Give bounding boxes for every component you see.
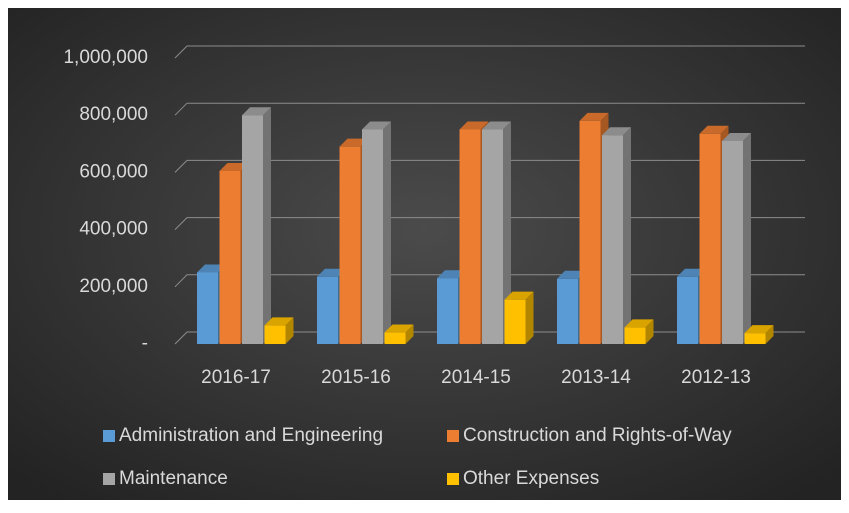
bar-top xyxy=(459,121,489,130)
bar xyxy=(722,140,743,344)
x-tick-label: 2012-13 xyxy=(681,367,751,388)
legend-label: Administration and Engineering xyxy=(119,425,383,446)
bar xyxy=(219,170,241,344)
bar-top xyxy=(384,324,414,333)
bar xyxy=(362,129,383,344)
bar-top xyxy=(557,270,586,279)
bar xyxy=(744,333,766,344)
bar xyxy=(339,146,361,344)
bar-top xyxy=(197,264,226,273)
bar-top xyxy=(579,112,609,121)
x-tick-label: 2013-14 xyxy=(561,367,631,388)
bar xyxy=(437,278,458,344)
bar-side xyxy=(765,325,774,344)
bar-side xyxy=(645,319,654,344)
legend-swatch xyxy=(447,473,459,485)
bar-side xyxy=(263,107,271,344)
y-tick-label: 600,000 xyxy=(79,161,148,182)
legend-label: Construction and Rights-of-Way xyxy=(463,425,732,446)
bar-top xyxy=(677,268,706,277)
legend-label: Other Expenses xyxy=(463,468,599,489)
bar-top xyxy=(482,121,511,130)
bar-top xyxy=(744,325,774,334)
y-tick-label: 400,000 xyxy=(79,219,148,240)
bar-top xyxy=(219,162,249,171)
bar-top xyxy=(317,268,346,277)
bar-side xyxy=(285,317,294,344)
bar xyxy=(264,325,286,344)
bar-top xyxy=(264,317,294,326)
bar-side xyxy=(525,291,534,344)
bar xyxy=(557,278,578,344)
bar xyxy=(699,133,721,344)
bar-top xyxy=(504,291,534,300)
bar xyxy=(602,135,623,344)
x-tick-label: 2016-17 xyxy=(201,367,271,388)
bar-top xyxy=(339,138,369,147)
bar xyxy=(317,276,338,344)
y-tick-label: 800,000 xyxy=(79,104,148,125)
y-tick-label: - xyxy=(142,333,148,354)
bar-top xyxy=(437,270,466,279)
y-tick-label: 200,000 xyxy=(79,276,148,297)
bar-top xyxy=(242,107,271,116)
bar-top xyxy=(722,132,751,141)
bar-side xyxy=(503,121,511,344)
legend-swatch xyxy=(103,473,115,485)
bar xyxy=(197,272,218,344)
grid-line xyxy=(174,45,805,59)
legend-label: Maintenance xyxy=(119,468,228,489)
bar xyxy=(482,129,503,344)
bar-top xyxy=(362,121,391,130)
bar-side xyxy=(405,324,414,344)
bar xyxy=(677,276,698,344)
x-tick-label: 2014-15 xyxy=(441,367,511,388)
bar xyxy=(504,299,526,344)
bar-side xyxy=(623,127,631,344)
bar xyxy=(242,115,263,344)
bar-side xyxy=(383,121,391,344)
y-tick-label: 1,000,000 xyxy=(63,47,148,68)
bar xyxy=(579,120,601,344)
x-tick-label: 2015-16 xyxy=(321,367,391,388)
bar-side xyxy=(743,132,751,344)
bar xyxy=(384,332,406,344)
legend-swatch xyxy=(447,430,459,442)
bar-top xyxy=(602,127,631,136)
bar xyxy=(459,129,481,344)
grid-line xyxy=(174,102,805,116)
legend-swatch xyxy=(103,430,115,442)
bar-top xyxy=(699,125,729,134)
bar-top xyxy=(624,319,654,328)
bar xyxy=(624,327,646,344)
